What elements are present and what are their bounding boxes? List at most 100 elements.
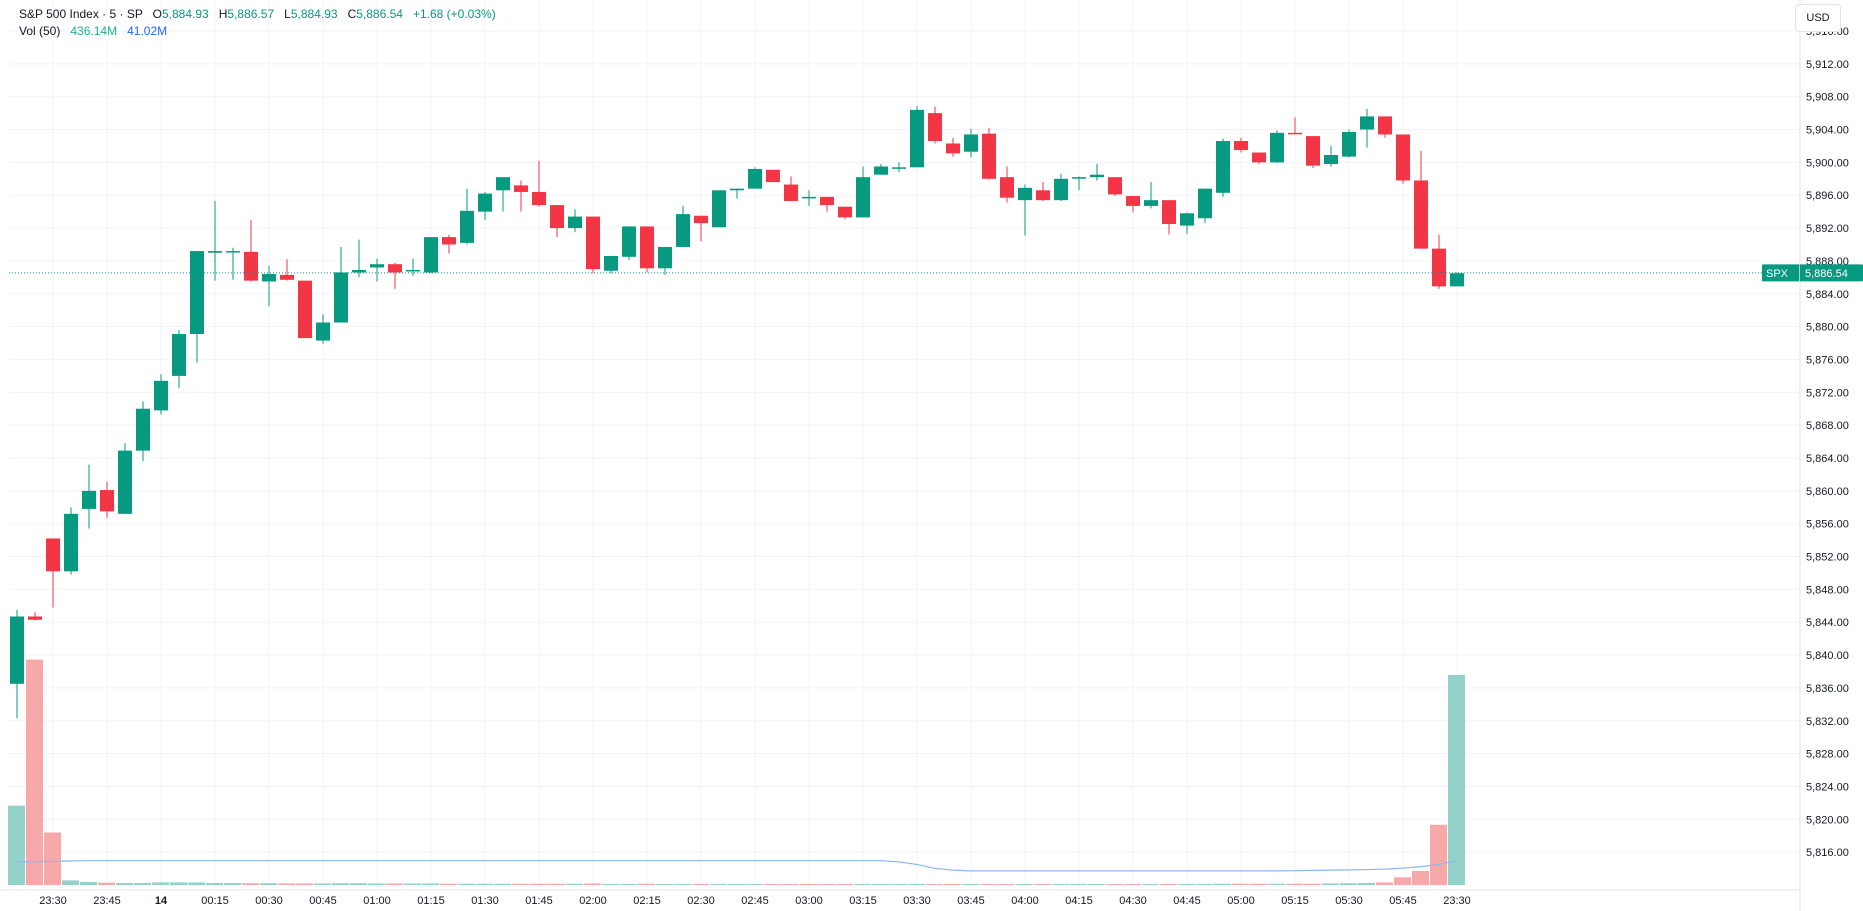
candle xyxy=(1036,182,1050,201)
volume-bar xyxy=(1178,883,1195,885)
volume-row: Vol (50) 436.14M 41.02M xyxy=(19,23,496,40)
time-tick-label: 05:00 xyxy=(1227,895,1255,907)
volume-bar xyxy=(1286,883,1303,885)
candle xyxy=(622,226,636,261)
volume-bar xyxy=(44,832,61,885)
price-tick-label: 5,820.00 xyxy=(1806,814,1849,826)
time-tick-label: 03:15 xyxy=(849,895,877,907)
volume-bar xyxy=(116,882,133,885)
currency-button[interactable]: USD xyxy=(1795,4,1841,32)
price-tick-label: 5,844.00 xyxy=(1806,617,1849,629)
candle xyxy=(586,216,600,274)
volume-bar xyxy=(314,883,331,885)
volume-bar xyxy=(1088,883,1105,885)
candle xyxy=(1432,234,1446,289)
price-tick-label: 5,912.00 xyxy=(1806,59,1849,71)
candle xyxy=(838,206,852,220)
volume-bar xyxy=(872,883,889,885)
last-price-label: SPX 5,886.54 xyxy=(1762,264,1863,282)
volume-bar xyxy=(728,883,745,885)
grid-lines xyxy=(0,0,1801,911)
candle xyxy=(1180,212,1194,234)
price-axis[interactable]: 5,916.005,912.005,908.005,904.005,900.00… xyxy=(1806,26,1849,859)
volume-bar xyxy=(1268,883,1285,885)
volume-bar xyxy=(98,882,115,885)
price-tick-label: 5,836.00 xyxy=(1806,683,1849,695)
time-tick-label: 23:45 xyxy=(93,895,121,907)
volume-bar xyxy=(1358,882,1375,885)
volume-bar xyxy=(1124,883,1141,885)
candle xyxy=(694,215,708,242)
time-tick-label: 23:30 xyxy=(39,895,67,907)
candle xyxy=(334,246,348,323)
volume-bar xyxy=(1394,877,1411,885)
volume-bar xyxy=(386,883,403,885)
candle xyxy=(1288,117,1302,135)
volume-bar xyxy=(1430,824,1447,885)
volume-ma-value: 41.02M xyxy=(127,24,168,38)
volume-bar xyxy=(296,883,313,885)
volume-bar xyxy=(62,880,79,885)
candle xyxy=(370,258,384,282)
volume-bar xyxy=(8,805,25,885)
ohlc-close: C5,886.54 xyxy=(347,7,403,21)
time-tick-label: 03:00 xyxy=(795,895,823,907)
volume-bar xyxy=(476,883,493,885)
price-tick-label: 5,908.00 xyxy=(1806,92,1849,104)
time-tick-label: 04:15 xyxy=(1065,895,1093,907)
volume-bar xyxy=(224,882,241,885)
price-tick-label: 5,892.00 xyxy=(1806,223,1849,235)
candle xyxy=(730,188,744,199)
volume-bar xyxy=(962,883,979,885)
candle xyxy=(1360,109,1374,148)
candle xyxy=(1126,196,1140,213)
volume-bar xyxy=(710,883,727,885)
candle xyxy=(28,612,42,621)
volume-bar xyxy=(926,883,943,885)
candle xyxy=(280,259,294,281)
volume-bar xyxy=(818,883,835,885)
candle xyxy=(424,237,438,274)
volume-bar xyxy=(782,883,799,885)
volume-bar xyxy=(674,883,691,885)
candle xyxy=(1198,188,1212,224)
candle xyxy=(928,106,942,144)
volume-label[interactable]: Vol (50) xyxy=(19,24,61,38)
candle xyxy=(10,609,24,719)
volume-bar xyxy=(206,882,223,885)
time-axis[interactable]: 23:30 23:45 14 00:15 00:30 00:45 01:00 01:15 01:… xyxy=(39,895,1471,907)
price-change: +1.68 (+0.03%) xyxy=(412,7,496,21)
candle xyxy=(1342,129,1356,158)
volume-bar xyxy=(1196,883,1213,885)
time-tick-label: 01:45 xyxy=(525,895,553,907)
time-tick-label: 00:15 xyxy=(201,895,229,907)
price-tick-label: 5,828.00 xyxy=(1806,749,1849,761)
volume-bar xyxy=(152,882,169,885)
volume-bar xyxy=(1412,870,1429,885)
candle xyxy=(946,137,960,157)
candle xyxy=(100,481,114,518)
volume-bar xyxy=(1340,883,1357,885)
time-tick-label: 02:00 xyxy=(579,895,607,907)
candle xyxy=(1414,150,1428,249)
candle xyxy=(352,239,366,278)
price-tick-label: 5,856.00 xyxy=(1806,519,1849,531)
volume-bar xyxy=(1304,883,1321,885)
ohlc-low: L5,884.93 xyxy=(284,7,338,21)
time-tick-label: 01:15 xyxy=(417,895,445,907)
candle xyxy=(208,200,222,281)
volume-bar xyxy=(584,883,601,885)
candle xyxy=(226,247,240,280)
candle xyxy=(1396,134,1410,184)
volume-bar xyxy=(1034,883,1051,885)
price-tick-label: 5,840.00 xyxy=(1806,650,1849,662)
candle xyxy=(640,226,654,273)
volume-bar xyxy=(1142,883,1159,885)
candle xyxy=(1252,152,1266,165)
volume-bar xyxy=(26,659,43,885)
time-tick-label: 04:00 xyxy=(1011,895,1039,907)
volume-bar xyxy=(1070,883,1087,885)
symbol-title[interactable]: S&P 500 Index · 5 · SP xyxy=(19,7,143,21)
candle xyxy=(1270,130,1284,164)
